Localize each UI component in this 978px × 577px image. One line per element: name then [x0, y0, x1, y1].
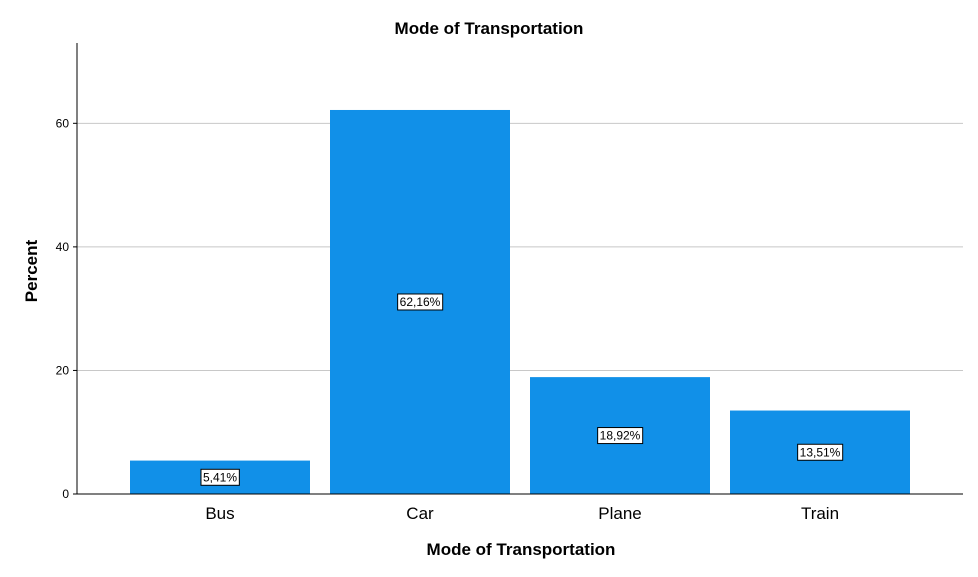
y-tick-label-0: 0	[62, 487, 69, 501]
gridlines	[77, 122, 963, 371]
y-tick-label-40: 40	[56, 240, 70, 254]
data-labels: 5,41% 62,16% 18,92% 13,51%	[200, 293, 844, 486]
x-axis-title: Mode of Transportation	[427, 540, 616, 559]
data-label-box	[397, 293, 444, 311]
data-label-train: 13,51%	[797, 443, 844, 461]
y-tick-label-60: 60	[56, 116, 70, 130]
x-tick-label-plane: Plane	[598, 504, 641, 523]
y-axis-title: Percent	[22, 239, 41, 302]
data-label-bus: 5,41%	[200, 468, 240, 486]
data-label-text: 5,41%	[203, 470, 237, 484]
data-label-box	[797, 443, 844, 461]
axes	[76, 43, 963, 495]
data-label-text: 18,92%	[600, 429, 641, 443]
data-label-text: 62,16%	[400, 295, 441, 309]
data-label-car: 62,16%	[397, 293, 444, 311]
x-tick-label-car: Car	[406, 504, 434, 523]
data-label-box	[200, 468, 240, 486]
data-label-box	[597, 427, 644, 445]
data-label-plane: 18,92%	[597, 427, 644, 445]
data-label-text: 13,51%	[800, 445, 841, 459]
y-tick-label-20: 20	[56, 363, 70, 377]
x-tick-label-bus: Bus	[205, 504, 234, 523]
x-tick-labels: Bus Car Plane Train	[205, 504, 839, 523]
y-tick-labels: 0 20 40 60	[56, 116, 77, 501]
x-tick-label-train: Train	[801, 504, 839, 523]
chart-title: Mode of Transportation	[395, 19, 584, 38]
bars	[130, 109, 910, 495]
